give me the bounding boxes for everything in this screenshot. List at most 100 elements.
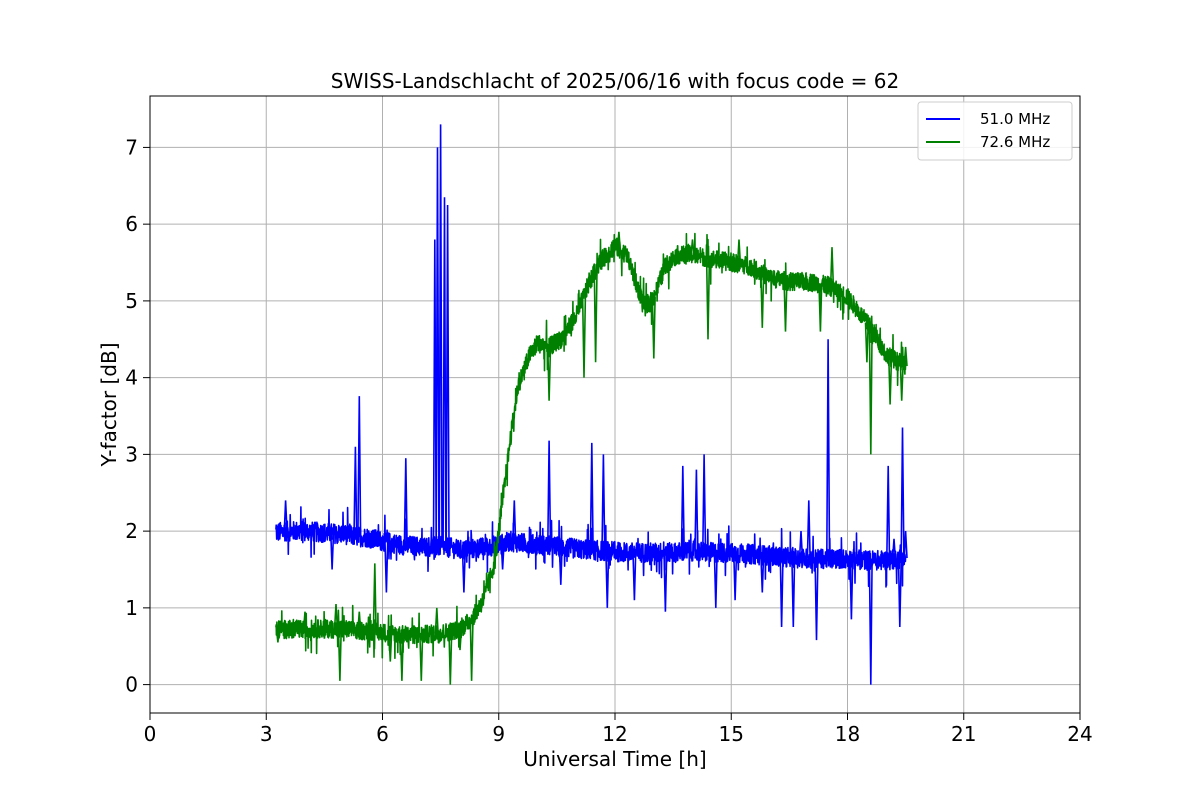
series-spike <box>601 454 606 551</box>
legend-label: 51.0 MHz <box>980 110 1050 128</box>
series-spike <box>760 273 765 328</box>
x-tick-label: 15 <box>719 722 744 746</box>
series-spike <box>469 619 474 681</box>
series-spike <box>791 557 796 628</box>
series-spike <box>886 465 891 561</box>
series-spike <box>457 629 463 651</box>
series-spike <box>903 346 908 367</box>
series-spike <box>705 257 711 340</box>
series-spike <box>357 396 362 537</box>
series-spike <box>736 239 742 265</box>
series-spike <box>829 247 835 288</box>
series-spike <box>900 427 905 559</box>
y-tick-label: 6 <box>125 212 138 236</box>
x-tick-label: 24 <box>1067 722 1092 746</box>
x-tick-label: 3 <box>260 722 273 746</box>
series-spike <box>547 440 552 546</box>
legend: 51.0 MHz 72.6 MHz <box>917 101 1073 161</box>
series-spike <box>903 531 908 559</box>
series-spike <box>547 346 552 401</box>
series-spike <box>702 454 707 553</box>
series-spike <box>826 339 831 559</box>
series-spike <box>680 465 685 552</box>
x-tick-label: 6 <box>376 722 389 746</box>
series-spike <box>806 500 811 559</box>
series-spike <box>663 552 668 612</box>
series-spike <box>438 124 443 547</box>
series-line <box>275 232 907 659</box>
series-spike <box>275 629 280 643</box>
legend-label: 72.6 MHz <box>980 133 1050 151</box>
series-spike <box>581 295 587 378</box>
series-spike <box>593 270 598 363</box>
series-spike <box>372 563 377 632</box>
series-spike <box>760 555 765 593</box>
series-spike <box>868 327 873 455</box>
series-spike <box>399 634 404 681</box>
series-spike <box>353 446 358 537</box>
series-spike <box>868 560 873 685</box>
series-spike <box>388 633 393 662</box>
y-tick-label: 4 <box>125 366 138 390</box>
series-spike <box>432 239 437 547</box>
series-spike <box>864 322 869 363</box>
series-spike <box>733 552 738 601</box>
x-tick-label: 9 <box>492 722 505 746</box>
series-spike <box>419 634 424 681</box>
series-spike <box>779 556 784 628</box>
series-spike <box>283 500 288 532</box>
x-tick-label: 18 <box>835 722 860 746</box>
y-tick-label: 1 <box>125 596 138 620</box>
series-spike <box>333 603 339 630</box>
y-tick-label: 3 <box>125 442 138 466</box>
y-axis-label: Y-factor [dB] <box>97 342 121 467</box>
series-spike <box>500 543 505 570</box>
series-spike <box>330 533 335 570</box>
x-tick-label: 12 <box>602 722 627 746</box>
series-spike <box>897 558 902 628</box>
series-line <box>275 506 907 588</box>
series-spike <box>322 628 327 639</box>
series-spike <box>690 239 695 255</box>
series-spike <box>435 147 440 547</box>
series-spike <box>357 611 362 631</box>
series-spike <box>713 552 718 608</box>
y-tick-label: 2 <box>125 519 138 543</box>
series-spike <box>694 469 699 552</box>
series-spike <box>442 197 447 548</box>
series-spike <box>651 297 656 359</box>
series-spike <box>558 546 563 585</box>
chart-title: SWISS-Landschlacht of 2025/06/16 with fo… <box>331 69 899 93</box>
series-spike <box>616 231 621 249</box>
series-spike <box>818 283 823 332</box>
x-tick-label: 0 <box>144 722 157 746</box>
series-spike <box>302 611 308 630</box>
series-spike <box>849 559 854 620</box>
series-spike <box>445 204 450 548</box>
series-spike <box>403 458 408 546</box>
series-spike <box>899 363 904 401</box>
series-layer <box>275 124 908 685</box>
y-tick-label: 7 <box>125 135 138 159</box>
series-spike <box>434 607 439 634</box>
series-spike <box>891 538 897 560</box>
series-spike <box>512 500 517 542</box>
series-spike <box>632 552 637 601</box>
series-spike <box>384 541 389 593</box>
x-tick-label: 21 <box>951 722 976 746</box>
series-spike <box>448 631 453 685</box>
x-axis-label: Universal Time [h] <box>523 747 706 771</box>
legend-box <box>917 101 1073 161</box>
series-spike <box>337 629 342 681</box>
series-spike <box>876 559 881 563</box>
series-spike <box>783 280 788 332</box>
series-spike <box>798 531 804 559</box>
series-spike <box>814 558 819 641</box>
y-tick-label: 5 <box>125 289 138 313</box>
series-spike <box>461 549 466 593</box>
y-tick-label: 0 <box>125 673 138 697</box>
series-spike <box>888 356 893 405</box>
series-spike <box>589 442 594 551</box>
